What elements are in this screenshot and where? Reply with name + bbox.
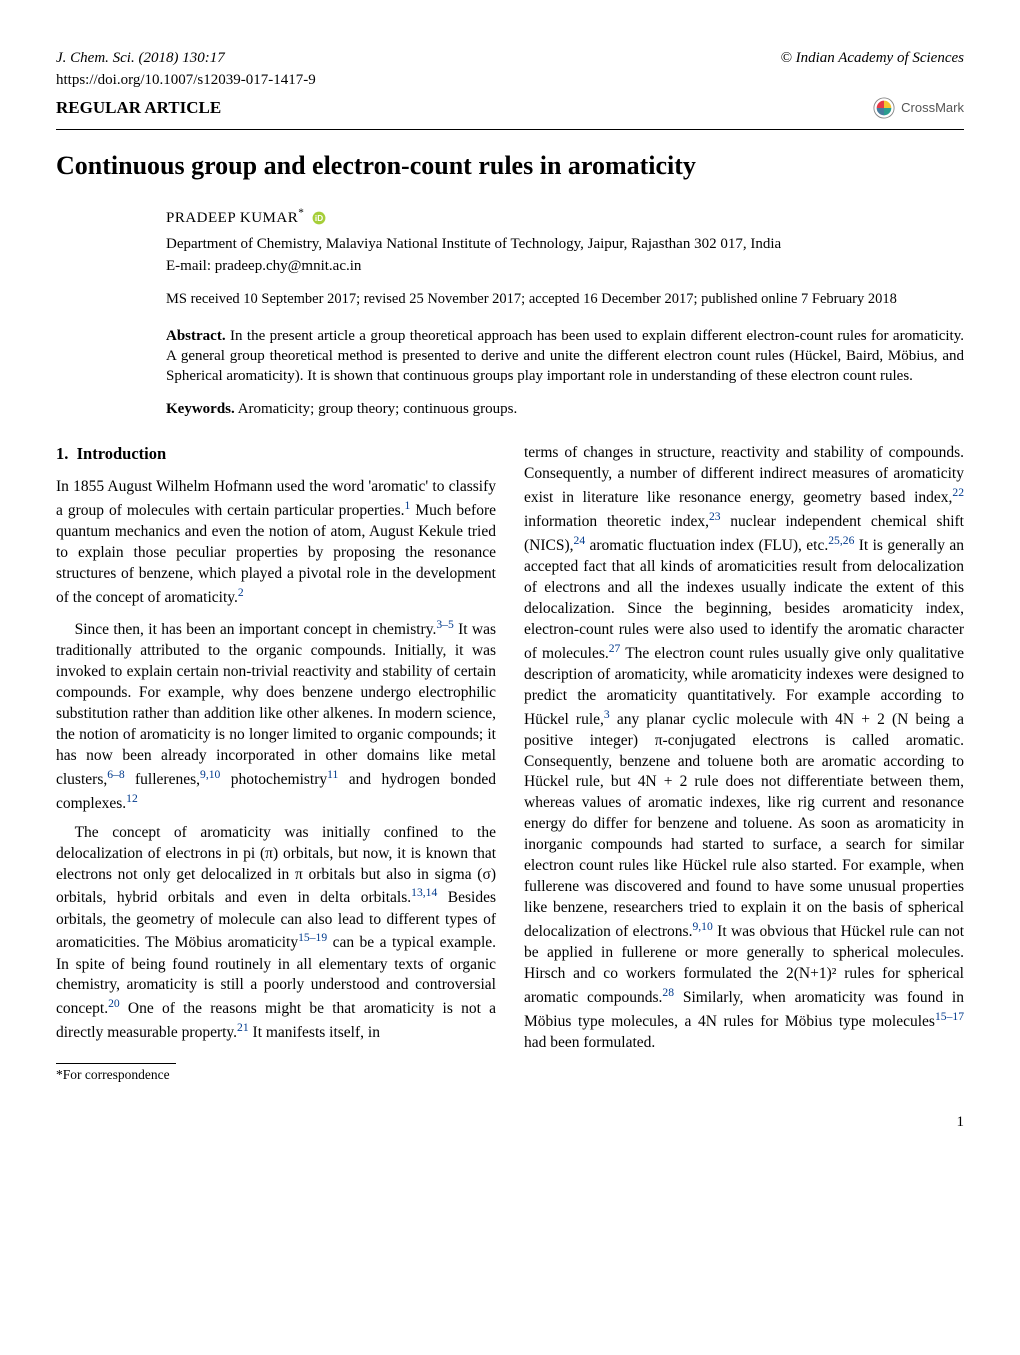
- article-type: REGULAR ARTICLE: [56, 97, 221, 120]
- crossmark-label: CrossMark: [901, 99, 964, 117]
- cite-21[interactable]: 21: [237, 1021, 249, 1034]
- body-columns: 1. Introduction In 1855 August Wilhelm H…: [56, 443, 964, 1084]
- text: aromatic fluctuation index (FLU), etc.: [585, 537, 828, 554]
- title-rule: [56, 129, 964, 130]
- author-name: PRADEEP KUMAR: [166, 210, 298, 226]
- email[interactable]: E-mail: pradeep.chy@mnit.ac.in: [166, 256, 964, 276]
- cite-27[interactable]: 27: [609, 642, 621, 655]
- text: It is generally an accepted fact that al…: [524, 537, 964, 662]
- section-number: 1.: [56, 444, 68, 463]
- text: It manifests itself, in: [249, 1025, 380, 1042]
- correspondence-footnote: *For correspondence: [56, 1066, 496, 1084]
- cite-3-5[interactable]: 3–5: [436, 618, 453, 631]
- section-title: Introduction: [77, 444, 167, 463]
- cite-9-10b[interactable]: 9,10: [692, 920, 712, 933]
- crossmark-badge[interactable]: CrossMark: [873, 97, 964, 119]
- text: photochemistry: [220, 771, 327, 788]
- keywords: Keywords. Aromaticity; group theory; con…: [166, 399, 964, 419]
- history-dates: MS received 10 September 2017; revised 2…: [166, 290, 964, 310]
- section-heading: 1. Introduction: [56, 443, 496, 465]
- corr-symbol: *: [298, 207, 304, 219]
- journal-ref: J. Chem. Sci. (2018) 130:17: [56, 48, 225, 68]
- left-column: 1. Introduction In 1855 August Wilhelm H…: [56, 443, 496, 1084]
- keywords-text: Aromaticity; group theory; continuous gr…: [238, 401, 518, 417]
- cite-15-19[interactable]: 15–19: [298, 931, 327, 944]
- cite-11[interactable]: 11: [327, 768, 338, 781]
- para-3: The concept of aromaticity was initially…: [56, 823, 496, 1045]
- cite-20[interactable]: 20: [108, 997, 120, 1010]
- cite-12[interactable]: 12: [126, 792, 138, 805]
- cite-28[interactable]: 28: [662, 986, 674, 999]
- cite-25-26[interactable]: 25,26: [828, 534, 854, 547]
- text: Since then, it has been an important con…: [75, 621, 437, 638]
- para-2: Since then, it has been an important con…: [56, 617, 496, 815]
- footnote-rule: [56, 1063, 176, 1064]
- doi[interactable]: https://doi.org/10.1007/s12039-017-1417-…: [56, 70, 964, 90]
- article-title: Continuous group and electron-count rule…: [56, 148, 964, 183]
- cite-6-8[interactable]: 6–8: [107, 768, 124, 781]
- text: any planar cyclic molecule with 4N + 2 (…: [524, 711, 964, 940]
- text: had been formulated.: [524, 1034, 655, 1051]
- article-type-row: REGULAR ARTICLE CrossMark: [56, 97, 964, 120]
- text: information theoretic index,: [524, 513, 709, 530]
- cite-2[interactable]: 2: [238, 586, 244, 599]
- page-number: 1: [56, 1112, 964, 1132]
- keywords-label: Keywords.: [166, 401, 235, 417]
- para-1: In 1855 August Wilhelm Hofmann used the …: [56, 477, 496, 609]
- running-header: J. Chem. Sci. (2018) 130:17 © Indian Aca…: [56, 48, 964, 68]
- crossmark-icon: [873, 97, 895, 119]
- cite-13-14[interactable]: 13,14: [411, 886, 437, 899]
- svg-text:iD: iD: [315, 214, 323, 223]
- article-meta: PRADEEP KUMAR* iD Department of Chemistr…: [166, 206, 964, 419]
- affiliation: Department of Chemistry, Malaviya Nation…: [166, 234, 964, 254]
- text: It was traditionally attributed to the o…: [56, 621, 496, 788]
- cite-15-17[interactable]: 15–17: [935, 1010, 964, 1023]
- abstract: Abstract. In the present article a group…: [166, 326, 964, 387]
- cite-23[interactable]: 23: [709, 510, 721, 523]
- copyright: © Indian Academy of Sciences: [780, 48, 964, 68]
- cite-22[interactable]: 22: [952, 486, 964, 499]
- orcid-icon[interactable]: iD: [312, 211, 326, 225]
- cite-9-10[interactable]: 9,10: [200, 768, 220, 781]
- cite-24[interactable]: 24: [574, 534, 586, 547]
- text: fullerenes,: [125, 771, 200, 788]
- abstract-label: Abstract.: [166, 328, 226, 344]
- para-3-cont: terms of changes in structure, reactivit…: [524, 443, 964, 1054]
- author-line: PRADEEP KUMAR* iD: [166, 206, 964, 228]
- right-column: terms of changes in structure, reactivit…: [524, 443, 964, 1084]
- abstract-text: In the present article a group theoretic…: [166, 328, 964, 385]
- text: terms of changes in structure, reactivit…: [524, 444, 964, 506]
